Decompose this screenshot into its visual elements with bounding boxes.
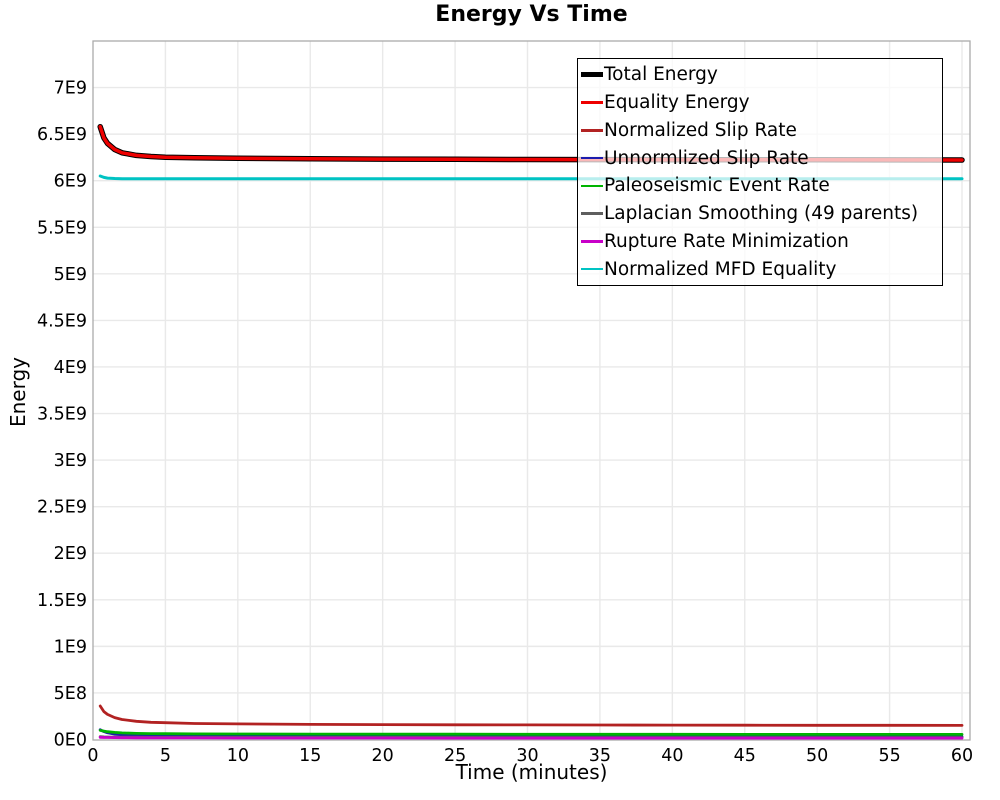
- legend-item: Unnormlized Slip Rate: [581, 145, 942, 171]
- legend-item: Total Energy: [581, 62, 942, 88]
- series-line: [98, 729, 964, 736]
- y-tick-label: 6.5E9: [37, 125, 87, 145]
- x-tick-label: 10: [227, 746, 249, 766]
- legend-item: Normalized Slip Rate: [581, 117, 942, 143]
- x-tick-label: 30: [516, 746, 538, 766]
- legend-label: Normalized MFD Equality: [604, 258, 837, 280]
- y-tick-label: 5E8: [54, 684, 87, 704]
- y-tick-label: 3E9: [54, 451, 87, 471]
- legend-label: Laplacian Smoothing (49 parents): [604, 203, 919, 225]
- y-tick-label: 1E9: [54, 637, 87, 657]
- x-tick-label: 25: [444, 746, 466, 766]
- legend-label: Normalized Slip Rate: [604, 119, 797, 141]
- chart-title: Energy Vs Time: [435, 2, 628, 27]
- legend: Total Energy Equality Energy Normalized Sl…: [577, 58, 943, 286]
- legend-swatch-line: [581, 156, 603, 160]
- x-tick-label: 40: [661, 746, 683, 766]
- y-tick-label: 2.5E9: [37, 498, 87, 518]
- legend-label: Total Energy: [604, 64, 718, 86]
- legend-item: Normalized MFD Equality: [581, 256, 942, 282]
- y-tick-label: 5E9: [54, 265, 87, 285]
- series-line: [98, 735, 964, 740]
- x-tick-label: 20: [372, 746, 394, 766]
- x-tick-label: 35: [589, 746, 611, 766]
- y-tick-label: 0E0: [54, 731, 87, 751]
- legend-item: Equality Energy: [581, 90, 942, 116]
- legend-label: Unnormlized Slip Rate: [604, 147, 809, 169]
- legend-label: Equality Energy: [604, 92, 750, 114]
- y-tick-label: 3.5E9: [37, 405, 87, 425]
- legend-swatch-line: [581, 72, 603, 78]
- y-tick-label: 1.5E9: [37, 591, 87, 611]
- y-axis-title: Energy: [6, 356, 30, 428]
- plot-frame: [92, 40, 971, 741]
- y-tick-label: 4.5E9: [37, 311, 87, 331]
- x-tick-label: 45: [734, 746, 756, 766]
- legend-swatch-line: [581, 101, 603, 105]
- x-tick-label: 50: [806, 746, 828, 766]
- y-tick-label: 6E9: [54, 172, 87, 192]
- legend-item: Paleoseismic Event Rate: [581, 173, 942, 199]
- x-tick-label: 55: [878, 746, 900, 766]
- y-tick-label: 4E9: [54, 358, 87, 378]
- legend-swatch-line: [581, 184, 603, 188]
- x-tick-label: 15: [299, 746, 321, 766]
- x-axis-title: Time (minutes): [455, 760, 608, 784]
- legend-swatch-line: [581, 240, 603, 243]
- legend-label: Paleoseismic Event Rate: [604, 175, 830, 197]
- legend-swatch-line: [581, 129, 603, 132]
- x-tick-label: 0: [87, 746, 98, 766]
- legend-swatch-line: [581, 267, 603, 271]
- x-tick-label: 60: [951, 746, 973, 766]
- y-tick-label: 2E9: [54, 544, 87, 564]
- y-tick-label: 7E9: [54, 79, 87, 99]
- legend-item: Laplacian Smoothing (49 parents): [581, 201, 942, 227]
- y-tick-label: 5.5E9: [37, 218, 87, 238]
- legend-item: Rupture Rate Minimization: [581, 228, 942, 254]
- legend-swatch-line: [581, 212, 603, 215]
- legend-label: Rupture Rate Minimization: [604, 230, 849, 252]
- x-tick-label: 5: [160, 746, 171, 766]
- series-line: [98, 704, 964, 727]
